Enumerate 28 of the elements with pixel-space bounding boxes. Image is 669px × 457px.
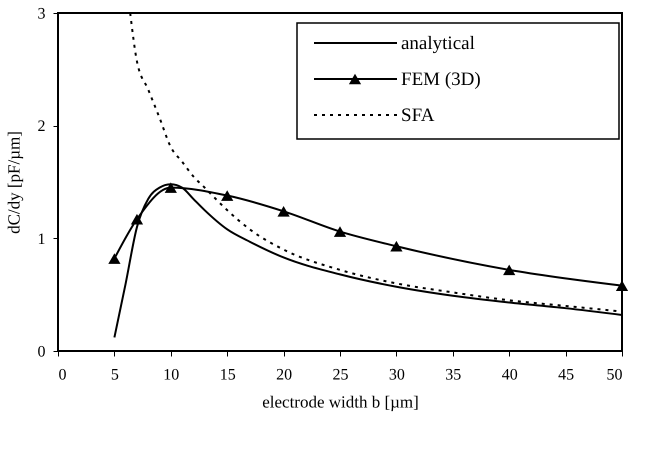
x-tick-label: 30 (388, 366, 405, 384)
x-tick-label: 35 (445, 366, 462, 384)
legend-label: SFA (401, 105, 435, 126)
x-tick-label: 0 (58, 366, 66, 384)
x-tick-label: 40 (502, 366, 518, 384)
legend-label: analytical (401, 33, 475, 54)
y-axis-title: dC/dy [pF/µm] (4, 131, 24, 234)
point (164, 182, 177, 193)
y-tick-label: 3 (38, 6, 46, 22)
point (334, 226, 346, 237)
legend-label: FEM (3D) (401, 69, 481, 90)
point (390, 240, 403, 252)
point (277, 206, 290, 217)
point (130, 214, 144, 224)
x-tick-label: 10 (163, 366, 180, 384)
x-tick-label: 20 (276, 366, 292, 384)
x-tick-label: 15 (220, 366, 236, 384)
point (221, 190, 234, 201)
y-tick-label: 1 (38, 230, 46, 248)
x-axis-title: electrode width b [µm] (262, 392, 419, 412)
x-tick-label: 45 (558, 366, 574, 384)
x-tick-label: 25 (332, 366, 348, 384)
point (108, 253, 121, 264)
x-tick-label: 50 (606, 366, 622, 384)
point (503, 264, 516, 276)
y-tick-label: 2 (38, 118, 46, 136)
x-tick-label: 5 (110, 366, 119, 384)
y-tick-label: 0 (38, 344, 46, 360)
